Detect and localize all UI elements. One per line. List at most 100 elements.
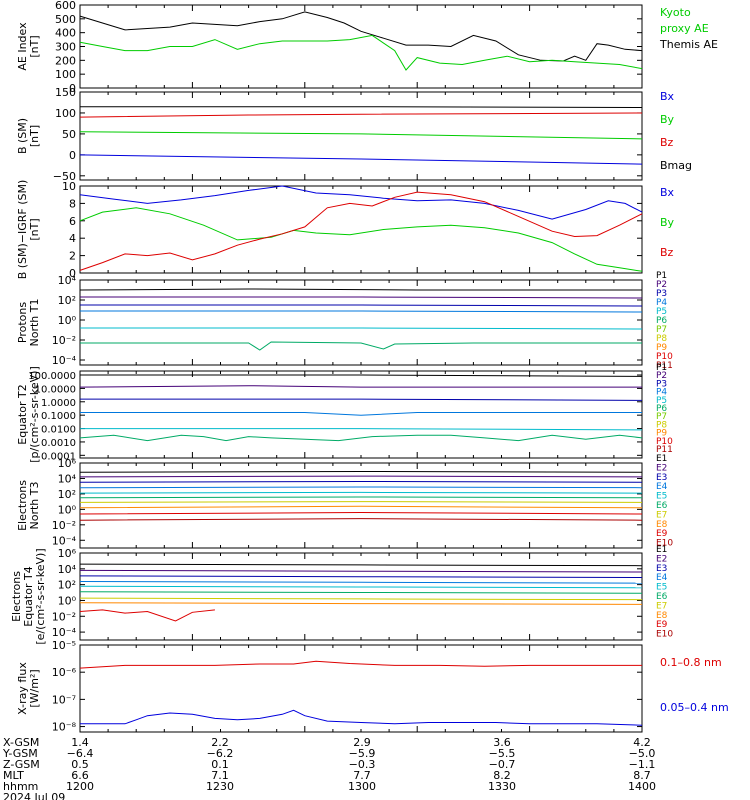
x-row-value: 7.1 <box>211 769 229 782</box>
x-row-value: 8.2 <box>493 769 511 782</box>
x-row-value: 4.2 <box>633 736 651 749</box>
y-tick-label: 1.0000 <box>41 398 76 409</box>
y-axis-label: B (SM)[nT] <box>16 118 41 154</box>
legend-entry: E5 <box>656 583 667 593</box>
x-row-label: X-GSM <box>3 736 39 749</box>
y-tick-label: 0 <box>69 149 76 162</box>
y-tick-label: 200 <box>55 54 76 67</box>
legend-entry: P6 <box>656 316 667 326</box>
x-row-value: −0.3 <box>349 758 376 771</box>
series-line-by <box>79 207 643 272</box>
y-axis-label: ProtonsNorth T1 <box>16 299 41 347</box>
legend-entry: E7 <box>656 601 667 611</box>
legend-entry: Bz <box>660 246 674 259</box>
x-row-value: −5.9 <box>349 747 376 760</box>
x-row-value: 0.1 <box>211 758 229 771</box>
panel-frame <box>79 370 643 459</box>
series-line-p2 <box>79 385 642 388</box>
x-row-label: hhmm <box>3 780 38 793</box>
y-axis-label-line: [nT] <box>28 125 41 147</box>
legend-entry: Bz <box>660 136 674 149</box>
y-tick-label: 10 <box>62 180 76 193</box>
panel-frame <box>79 279 643 366</box>
y-axis-label: AE Index[nT] <box>16 22 41 71</box>
y-tick-label: 100.0000 <box>28 371 76 382</box>
y-tick-label: 400 <box>55 27 76 40</box>
series-line-e7 <box>79 597 643 601</box>
legend-entry: P7 <box>656 412 667 422</box>
y-tick-label: 600 <box>55 0 76 12</box>
panel-5: 0.0001 0.0010 0.0100 0.1000 1.0000 10.0000 100… <box>16 363 673 463</box>
x-row-label: Y-GSM <box>2 747 38 760</box>
series-line-e5 <box>79 585 643 589</box>
panel-frame <box>79 91 643 181</box>
legend-entry: E10 <box>656 630 673 640</box>
x-row-value: −6.4 <box>67 747 94 760</box>
y-axis-label-line: Protons <box>16 302 29 343</box>
y-tick-label: 0 <box>69 82 76 95</box>
y-tick-label: 10² <box>58 488 76 501</box>
y-tick-label: 10⁻² <box>52 334 76 347</box>
series-line-p1 <box>80 374 643 377</box>
x-row-value: 1300 <box>348 780 376 793</box>
legend-entry: 0.05–0.4 nm <box>660 701 729 714</box>
legend-entry: E4 <box>656 573 668 583</box>
y-axis-label-line: [W/m²] <box>28 669 41 707</box>
legend-entry: 0.1–0.8 nm <box>660 656 722 669</box>
y-tick-label: 10⁶ <box>58 457 77 470</box>
y-axis-label-line: Equator T2 <box>16 384 29 444</box>
series-line-e6 <box>79 496 643 499</box>
x-row-value: −1.1 <box>629 758 656 771</box>
y-tick-label: 500 <box>55 13 76 26</box>
legend-entry: Bx <box>660 90 675 103</box>
y-axis-label-line: [nT] <box>28 35 41 57</box>
y-tick-label: 300 <box>55 41 76 54</box>
legend-entry: P5 <box>656 396 667 406</box>
x-row-value: 1230 <box>206 780 234 793</box>
series-line-e8 <box>79 602 643 605</box>
y-axis-label: Equator T2[p/(cm²-s-sr-keV)] <box>16 366 41 463</box>
legend-entry: P9 <box>656 343 667 353</box>
y-tick-label: 10⁻² <box>52 610 76 623</box>
x-row-value: −5.5 <box>489 747 516 760</box>
legend-entry: P11 <box>656 361 673 371</box>
x-row-label: Z-GSM <box>3 758 40 771</box>
series-line-kyoto-proxy-ae <box>79 34 643 71</box>
y-tick-label: 0.1000 <box>41 411 76 422</box>
y-axis-label-line: X-ray flux <box>16 662 29 715</box>
series-line-e6 <box>79 591 643 594</box>
x-row-value: 8.7 <box>633 769 651 782</box>
legend-entry: P8 <box>656 420 667 430</box>
y-axis-label: ElectronsNorth T3 <box>16 480 41 531</box>
series-line-p3 <box>80 398 643 401</box>
y-axis-label-line: [p/(cm²-s-sr-keV)] <box>28 366 41 463</box>
series-line-p2 <box>80 296 643 299</box>
y-tick-label: 10⁰ <box>58 503 77 516</box>
y-tick-label: 0.0001 <box>41 451 76 462</box>
x-row-value: 6.6 <box>71 769 89 782</box>
legend-entry: E3 <box>656 473 667 483</box>
y-axis-label-line: AE Index <box>16 22 29 71</box>
y-tick-label: 10⁴ <box>58 274 77 287</box>
x-row-label: MLT <box>3 769 24 782</box>
y-tick-label: 10² <box>58 294 76 307</box>
series-line-e9 <box>79 609 215 622</box>
legend-entry: E7 <box>656 510 667 520</box>
y-axis-label-line: Electrons <box>10 571 23 622</box>
y-tick-label: 10⁻² <box>52 519 76 532</box>
panel-frame <box>79 185 643 274</box>
legend-entry: E6 <box>656 501 668 511</box>
series-line-e5 <box>79 491 643 494</box>
x-row-value: 3.6 <box>493 736 511 749</box>
y-tick-label: 10⁴ <box>58 563 77 576</box>
y-axis-label-line: North T1 <box>28 299 41 347</box>
legend-entry: P2 <box>656 280 667 290</box>
series-line-e8 <box>79 505 643 509</box>
y-tick-label: 50 <box>62 128 76 141</box>
y-tick-label: 6 <box>69 215 76 228</box>
x-row-value: 1400 <box>628 780 656 793</box>
y-tick-label: 10.0000 <box>35 384 76 395</box>
y-tick-label: 0.0100 <box>41 425 76 436</box>
series-line-themis-ae <box>79 11 643 62</box>
